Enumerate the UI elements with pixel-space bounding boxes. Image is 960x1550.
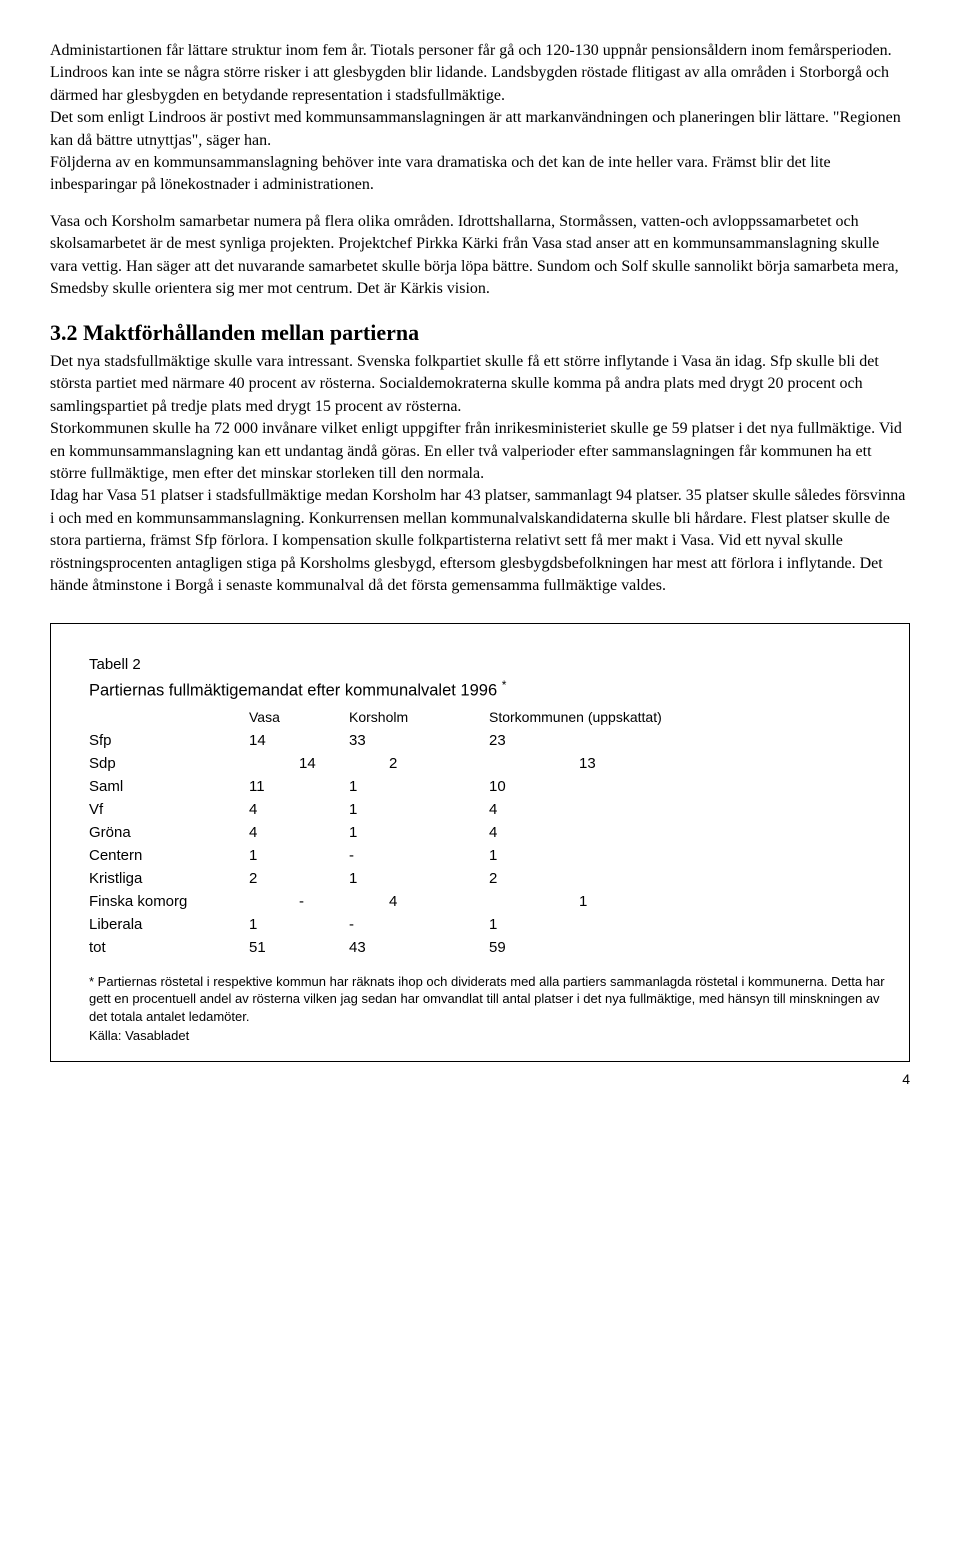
cell-korsholm: 1 <box>349 821 489 844</box>
cell-storkommunen: 23 <box>489 729 709 752</box>
paragraph-text: Det nya stadsfullmäktige skulle vara int… <box>50 353 879 415</box>
table-row: Centern1-1 <box>89 844 709 867</box>
cell-party: Gröna <box>89 821 249 844</box>
cell-storkommunen: 4 <box>489 798 709 821</box>
col-header: Vasa <box>249 707 349 729</box>
paragraph-text: Idag har Vasa 51 platser i stadsfullmäkt… <box>50 487 905 594</box>
cell-korsholm: 1 <box>349 798 489 821</box>
paragraph-text: Storkommunen skulle ha 72 000 invånare v… <box>50 420 902 482</box>
cell-party: Sfp <box>89 729 249 752</box>
table-row: Saml11110 <box>89 775 709 798</box>
cell-korsholm: 43 <box>349 936 489 959</box>
table-row: Sdp14213 <box>89 752 709 775</box>
cell-korsholm: - <box>349 844 489 867</box>
col-header: Storkommunen (uppskattat) <box>489 707 709 729</box>
paragraph: Administartionen får lättare struktur in… <box>50 40 910 197</box>
col-header: Korsholm <box>349 707 489 729</box>
table-source: Källa: Vasabladet <box>89 1027 889 1045</box>
table-title: Partiernas fullmäktigemandat efter kommu… <box>89 677 889 703</box>
paragraph-text: Det som enligt Lindroos är postivt med k… <box>50 109 901 148</box>
cell-vasa: 1 <box>249 844 349 867</box>
section-heading: 3.2 Maktförhållanden mellan partierna <box>50 318 910 349</box>
table-footnote: * Partiernas röstetal i respektive kommu… <box>89 973 889 1026</box>
cell-vasa: 14 <box>249 729 349 752</box>
cell-vasa: 1 <box>249 913 349 936</box>
cell-party: tot <box>89 936 249 959</box>
paragraph: Vasa och Korsholm samarbetar numera på f… <box>50 211 910 301</box>
cell-vasa: - <box>249 890 349 913</box>
table-title-text: Partiernas fullmäktigemandat efter kommu… <box>89 682 497 700</box>
cell-vasa: 51 <box>249 936 349 959</box>
table-row: Finska komorg-41 <box>89 890 709 913</box>
cell-vasa: 14 <box>249 752 349 775</box>
table-header-row: Vasa Korsholm Storkommunen (uppskattat) <box>89 707 709 729</box>
cell-storkommunen: 2 <box>489 867 709 890</box>
cell-party: Liberala <box>89 913 249 936</box>
cell-storkommunen: 4 <box>489 821 709 844</box>
cell-vasa: 4 <box>249 798 349 821</box>
table-row: Kristliga212 <box>89 867 709 890</box>
cell-storkommunen: 59 <box>489 936 709 959</box>
cell-party: Centern <box>89 844 249 867</box>
table-label: Tabell 2 <box>89 654 889 675</box>
cell-party: Vf <box>89 798 249 821</box>
table-row: Sfp143323 <box>89 729 709 752</box>
cell-vasa: 2 <box>249 867 349 890</box>
page-number: 4 <box>50 1070 910 1090</box>
table-row: tot514359 <box>89 936 709 959</box>
cell-party: Finska komorg <box>89 890 249 913</box>
paragraph-text: Lindroos kan inte se några större risker… <box>50 64 889 103</box>
cell-korsholm: - <box>349 913 489 936</box>
cell-korsholm: 2 <box>349 752 489 775</box>
cell-storkommunen: 1 <box>489 913 709 936</box>
cell-storkommunen: 1 <box>489 844 709 867</box>
cell-korsholm: 4 <box>349 890 489 913</box>
paragraph-text: Följderna av en kommunsammanslagning beh… <box>50 154 831 193</box>
cell-vasa: 11 <box>249 775 349 798</box>
cell-party: Kristliga <box>89 867 249 890</box>
footnote-text: Partiernas röstetal i respektive kommun … <box>89 974 885 1024</box>
cell-korsholm: 33 <box>349 729 489 752</box>
table-container: Tabell 2 Partiernas fullmäktigemandat ef… <box>50 623 910 1062</box>
table-row: Gröna414 <box>89 821 709 844</box>
table-row: Vf414 <box>89 798 709 821</box>
data-table: Vasa Korsholm Storkommunen (uppskattat) … <box>89 707 709 959</box>
cell-storkommunen: 10 <box>489 775 709 798</box>
asterisk-icon: * <box>502 678 507 692</box>
table-row: Liberala1-1 <box>89 913 709 936</box>
cell-party: Sdp <box>89 752 249 775</box>
paragraph-text: Administartionen får lättare struktur in… <box>50 42 892 59</box>
cell-korsholm: 1 <box>349 775 489 798</box>
cell-storkommunen: 13 <box>489 752 709 775</box>
cell-storkommunen: 1 <box>489 890 709 913</box>
section-body: Det nya stadsfullmäktige skulle vara int… <box>50 351 910 597</box>
cell-vasa: 4 <box>249 821 349 844</box>
col-header <box>89 707 249 729</box>
cell-korsholm: 1 <box>349 867 489 890</box>
cell-party: Saml <box>89 775 249 798</box>
